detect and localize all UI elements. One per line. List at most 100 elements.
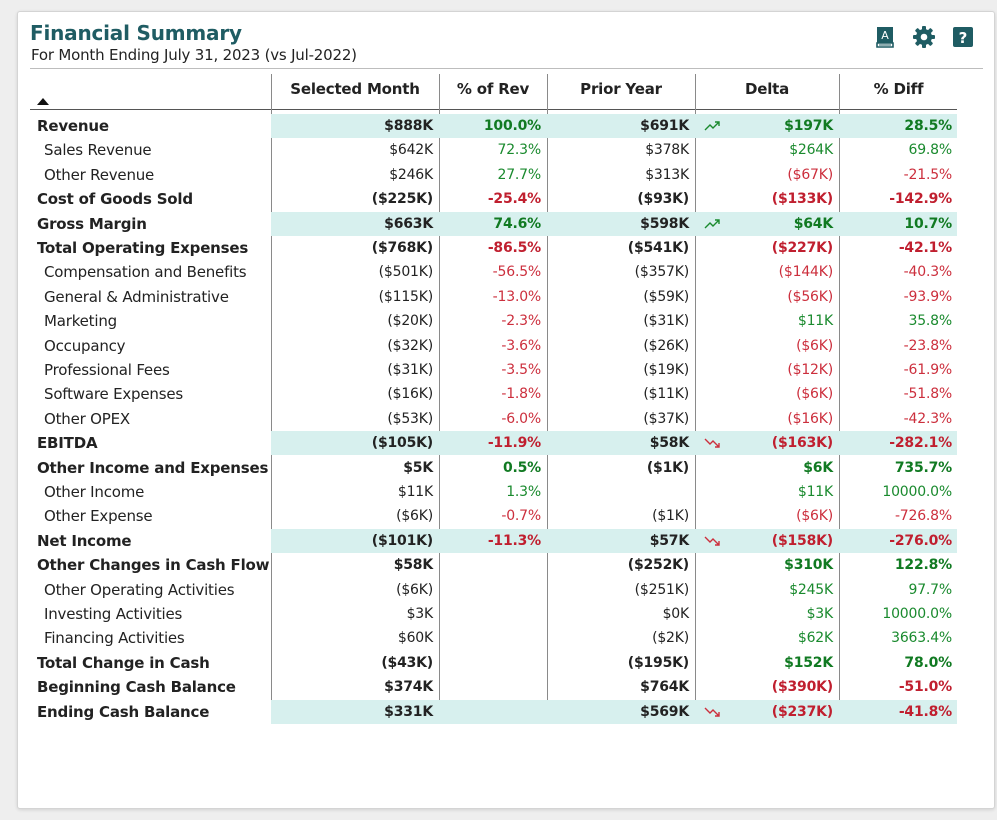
book-letter: A (881, 29, 889, 42)
cell-rev: -56.5% (492, 264, 542, 280)
cell-prior: ($11K) (643, 386, 689, 402)
cell-sel: $663K (384, 216, 433, 232)
cell-delta: ($163K) (771, 435, 833, 451)
row-label: Occupancy (44, 337, 126, 355)
row-label[interactable]: EBITDA (37, 434, 98, 452)
help-glyph: ? (959, 29, 968, 47)
row-label[interactable]: Ending Cash Balance (37, 703, 210, 721)
cell-diff: 28.5% (904, 118, 952, 134)
gear-icon[interactable] (912, 25, 936, 49)
cell-sel: $3K (406, 606, 434, 622)
row-label: Investing Activities (44, 605, 183, 623)
cell-diff: -142.9% (889, 191, 952, 207)
book-a-icon[interactable]: A (873, 25, 897, 49)
trend-down-icon (704, 707, 720, 717)
cell-diff: -61.9% (903, 362, 953, 378)
row-label[interactable]: Gross Margin (37, 215, 147, 233)
cell-rev: -3.6% (501, 338, 541, 354)
highlight-row-bg (271, 114, 957, 138)
cell-sel: ($53K) (387, 411, 433, 427)
cell-sel: ($115K) (378, 289, 434, 305)
cell-prior: $57K (649, 533, 689, 549)
cell-diff: -282.1% (889, 435, 952, 451)
cell-sel: ($20K) (387, 313, 433, 329)
cell-diff: -51.0% (898, 679, 952, 695)
cell-prior: ($252K) (627, 557, 689, 573)
cell-sel: ($43K) (381, 655, 433, 671)
cell-rev: 100.0% (483, 118, 541, 134)
cell-diff: -51.8% (903, 386, 953, 402)
col-header-delta[interactable]: Delta (744, 80, 790, 98)
row-label: Other Revenue (44, 166, 155, 184)
cell-delta: $197K (784, 118, 833, 134)
row-label: Software Expenses (44, 385, 183, 403)
cell-diff: 78.0% (904, 655, 952, 671)
cell-prior: ($37K) (643, 411, 689, 427)
cell-delta: $3K (806, 606, 834, 622)
row-label: Marketing (44, 312, 117, 330)
cell-prior: $764K (640, 679, 689, 695)
highlight-row-bg (271, 431, 957, 455)
financial-summary-card (17, 11, 995, 809)
row-label[interactable]: Beginning Cash Balance (37, 678, 236, 696)
cell-delta: $6K (803, 460, 833, 476)
cell-sel: ($501K) (378, 264, 434, 280)
cell-prior: ($31K) (643, 313, 689, 329)
row-label[interactable]: Net Income (37, 532, 132, 550)
cell-diff: -21.5% (903, 167, 953, 183)
cell-diff: -23.8% (903, 338, 953, 354)
cell-sel: ($101K) (371, 533, 433, 549)
cell-rev: 1.3% (506, 484, 541, 500)
cell-delta: $310K (784, 557, 833, 573)
cell-diff: 735.7% (894, 460, 952, 476)
row-label[interactable]: Revenue (37, 117, 109, 135)
col-header-pct-of-rev[interactable]: % of Rev (456, 80, 530, 98)
row-label[interactable]: Total Change in Cash (37, 654, 210, 672)
cell-sel: $11K (397, 484, 433, 500)
cell-prior: $313K (645, 167, 689, 183)
row-label: Other Expense (44, 507, 153, 525)
page-subtitle: For Month Ending July 31, 2023 (vs Jul-2… (31, 46, 357, 64)
cell-diff: 10000.0% (882, 606, 952, 622)
cell-rev: -25.4% (487, 191, 541, 207)
cell-delta: ($16K) (787, 411, 833, 427)
cell-sel: ($31K) (387, 362, 433, 378)
column-divider (439, 74, 440, 722)
cell-prior: ($195K) (627, 655, 689, 671)
cell-delta: $11K (797, 484, 833, 500)
cell-prior: $0K (662, 606, 690, 622)
cell-sel: ($768K) (371, 240, 433, 256)
cell-prior: ($19K) (643, 362, 689, 378)
sort-up-icon[interactable] (37, 98, 49, 105)
help-icon[interactable]: ? (951, 25, 975, 49)
page-title: Financial Summary (30, 21, 242, 45)
column-divider (839, 74, 840, 722)
cell-rev: 72.3% (497, 142, 542, 158)
cell-delta: $264K (789, 142, 833, 158)
row-label[interactable]: Total Operating Expenses (37, 239, 249, 257)
trend-down-icon (704, 438, 720, 448)
cell-sel: ($16K) (387, 386, 433, 402)
col-header-prior-year[interactable]: Prior Year (580, 80, 662, 98)
cell-rev: -86.5% (487, 240, 541, 256)
cell-sel: ($105K) (371, 435, 433, 451)
cell-sel: ($32K) (387, 338, 433, 354)
col-header-selected-month[interactable]: Selected Month (290, 80, 420, 98)
row-label[interactable]: Other Income and Expenses (37, 459, 269, 477)
cell-diff: -42.3% (903, 411, 953, 427)
cell-rev: -11.9% (487, 435, 541, 451)
row-label[interactable]: Other Changes in Cash Flow (37, 556, 270, 574)
row-label[interactable]: Cost of Goods Sold (37, 190, 193, 208)
cell-delta: $245K (789, 582, 833, 598)
col-header-pct-diff[interactable]: % Diff (873, 80, 924, 98)
cell-rev: -13.0% (492, 289, 542, 305)
cell-delta: ($56K) (787, 289, 833, 305)
cell-rev: -1.8% (501, 386, 541, 402)
cell-diff: 97.7% (908, 582, 953, 598)
cell-delta: ($237K) (771, 704, 833, 720)
title-divider (30, 68, 983, 69)
cell-delta: ($133K) (771, 191, 833, 207)
cell-prior: ($93K) (637, 191, 689, 207)
cell-rev: 74.6% (493, 216, 541, 232)
cell-prior: $569K (640, 704, 689, 720)
